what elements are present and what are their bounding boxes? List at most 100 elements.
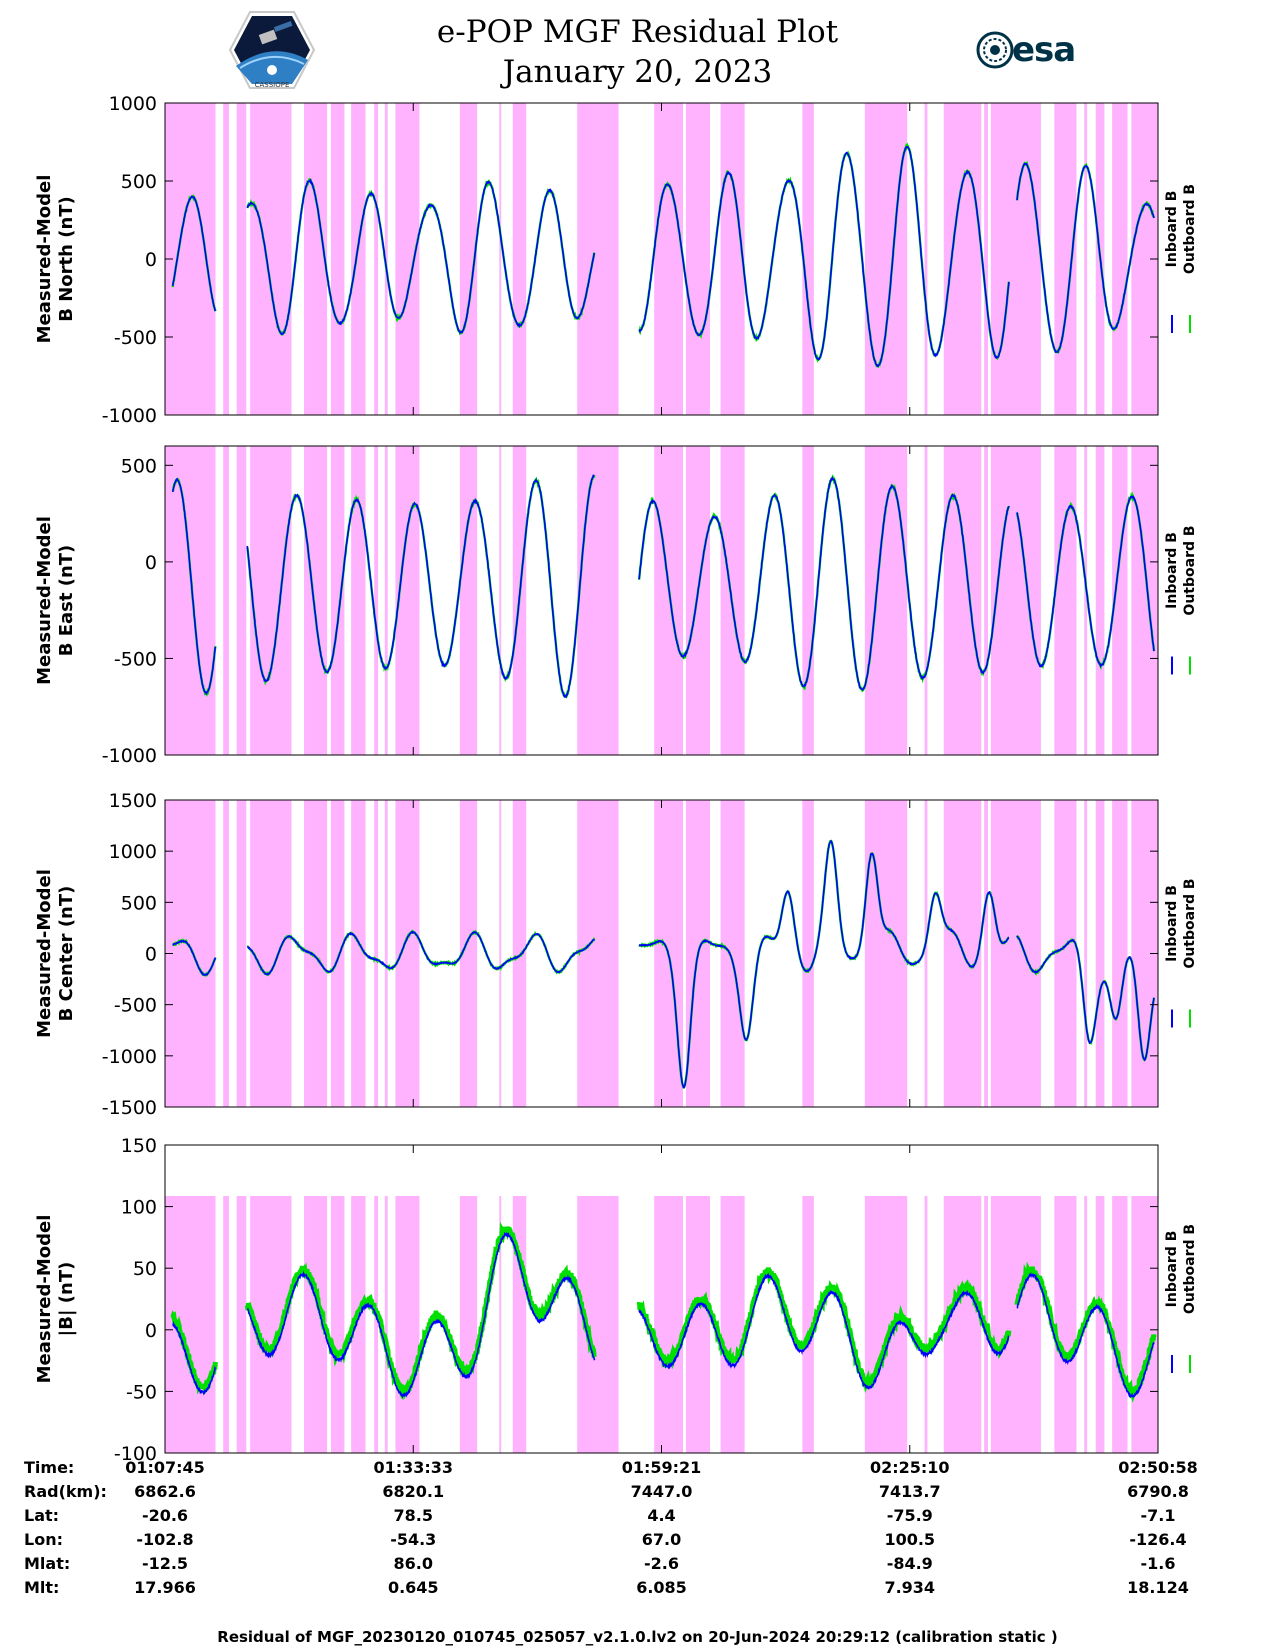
svg-text:CASSIOPE: CASSIOPE <box>255 81 290 89</box>
panel-3: 1500 1000 500 0 -500 -1000 -1500 Measured-Model… <box>34 790 1198 1119</box>
shaded-interval <box>304 446 328 755</box>
shaded-interval <box>720 103 745 415</box>
shaded-interval <box>1054 1196 1077 1453</box>
info-value: -20.6 <box>141 1506 189 1525</box>
shaded-interval <box>864 800 908 1107</box>
ytick-label: 500 <box>121 171 157 193</box>
shaded-interval <box>924 446 928 755</box>
info-label-time: Time: <box>24 1458 75 1477</box>
info-value: 67.0 <box>641 1530 682 1549</box>
shaded-interval <box>499 1196 502 1453</box>
info-value: 0.645 <box>387 1578 439 1597</box>
panel-1: 1000 500 0 -500 -1000 Measured-Model B North (… <box>34 93 1198 427</box>
shaded-interval <box>654 1196 684 1453</box>
ylabel-line1: Measured-Model <box>34 516 55 685</box>
shaded-interval <box>499 446 502 755</box>
shaded-interval <box>1095 446 1105 755</box>
shaded-interval <box>924 1196 928 1453</box>
info-label-lat: Lat: <box>24 1506 60 1525</box>
shaded-interval <box>351 800 366 1107</box>
info-value: 02:25:10 <box>869 1458 950 1477</box>
shaded-interval <box>395 1196 420 1453</box>
legend-inboard-label: Inboard B <box>1164 191 1180 268</box>
info-value: -7.1 <box>1140 1506 1176 1525</box>
ylabel-line2: B Center (nT) <box>56 886 77 1022</box>
shaded-interval <box>304 1196 328 1453</box>
info-value: 6862.6 <box>134 1482 196 1501</box>
shaded-interval <box>384 1196 388 1453</box>
shaded-interval <box>990 103 1041 415</box>
shaded-interval <box>330 800 345 1107</box>
ytick-label: 1500 <box>109 790 157 812</box>
shaded-interval <box>459 1196 478 1453</box>
info-value: 01:59:21 <box>621 1458 702 1477</box>
info-value: -54.3 <box>390 1530 437 1549</box>
shaded-interval <box>459 800 478 1107</box>
ytick-label: 100 <box>121 1197 157 1219</box>
info-value: 01:33:33 <box>373 1458 454 1477</box>
info-value: 7.934 <box>884 1578 936 1597</box>
shaded-interval <box>384 446 388 755</box>
info-value: -1.6 <box>1140 1554 1176 1573</box>
info-value: 6820.1 <box>382 1482 445 1501</box>
shaded-interval <box>512 1196 527 1453</box>
info-value: -75.9 <box>886 1506 933 1525</box>
shaded-interval <box>943 446 982 755</box>
shaded-interval <box>330 103 345 415</box>
shaded-interval <box>1054 446 1077 755</box>
info-label-lon: Lon: <box>24 1530 63 1549</box>
plot-title: e-POP MGF Residual Plot <box>436 14 839 50</box>
ytick-label: 1000 <box>109 93 157 115</box>
info-value: 100.5 <box>884 1530 936 1549</box>
shaded-interval <box>984 103 989 415</box>
ytick-label: 500 <box>121 455 157 477</box>
inboard-trace-panel-3 <box>172 839 1155 1089</box>
shaded-interval <box>236 446 247 755</box>
info-value: -126.4 <box>1129 1530 1187 1549</box>
shaded-interval <box>223 103 229 415</box>
shaded-interval <box>384 103 388 415</box>
info-value: 7413.7 <box>878 1482 941 1501</box>
shaded-interval <box>351 1196 366 1453</box>
shaded-interval <box>990 446 1041 755</box>
shaded-interval <box>499 103 502 415</box>
shaded-interval <box>864 446 908 755</box>
legend-outboard-label: Outboard B <box>1182 1224 1198 1314</box>
shaded-interval <box>459 446 478 755</box>
shaded-interval <box>1084 103 1088 415</box>
ylabel-line2: B North (nT) <box>56 196 77 322</box>
ytick-label: 1000 <box>109 841 157 863</box>
shaded-interval <box>1131 446 1158 755</box>
esa-logo-mark <box>976 31 1014 69</box>
ytick-label: -500 <box>114 327 157 349</box>
shaded-interval <box>924 800 928 1107</box>
shaded-interval <box>459 103 478 415</box>
shaded-interval <box>374 1196 379 1453</box>
info-value: 18.124 <box>1127 1578 1189 1597</box>
shaded-interval <box>374 800 379 1107</box>
plot-date: January 20, 2023 <box>502 54 773 90</box>
shaded-interval <box>330 1196 345 1453</box>
ytick-label: -1000 <box>102 745 157 767</box>
shaded-interval <box>802 800 814 1107</box>
shaded-interval <box>1095 1196 1105 1453</box>
inboard-trace-panel-4 <box>172 1231 1155 1399</box>
shaded-interval <box>512 800 527 1107</box>
shaded-interval <box>250 800 292 1107</box>
legend-outboard-label: Outboard B <box>1182 184 1198 274</box>
shaded-interval <box>236 103 247 415</box>
shaded-interval <box>1131 1196 1158 1453</box>
legend-outboard-label: Outboard B <box>1182 525 1198 615</box>
ylabel-line2: B East (nT) <box>56 545 77 657</box>
shaded-interval <box>1112 103 1128 415</box>
shaded-interval <box>395 103 420 415</box>
shaded-interval <box>250 103 292 415</box>
shaded-interval <box>802 446 814 755</box>
inboard-trace-panel-1 <box>171 145 1155 368</box>
shaded-interval <box>802 1196 814 1453</box>
inboard-trace-panel-2 <box>171 474 1155 699</box>
shaded-interval <box>499 800 502 1107</box>
info-value: 17.966 <box>134 1578 196 1597</box>
shaded-interval <box>1095 800 1105 1107</box>
cassiope-logo: CASSIOPE <box>228 11 316 89</box>
